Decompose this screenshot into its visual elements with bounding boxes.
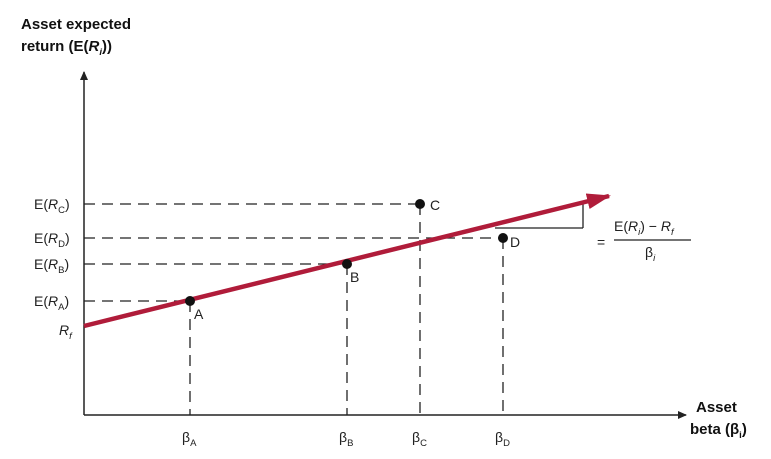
formula-numerator: E(Ri) − Rf <box>614 218 675 238</box>
point-b-label: B <box>350 269 359 285</box>
x-axis-title-line1: Asset <box>696 399 737 416</box>
point-a-label: A <box>194 306 204 322</box>
y-label-rd: E(RD) <box>34 230 70 250</box>
x-axis-title-line2: beta (βi) <box>690 421 747 441</box>
x-label-beta-d: βD <box>495 429 510 449</box>
point-a-dot <box>185 296 195 306</box>
y-label-rc: E(RC) <box>34 196 70 216</box>
y-label-ra: E(RA) <box>34 293 69 313</box>
formula-equals: = <box>597 234 605 250</box>
y-axis-title-line2: return (E(Ri)) <box>21 38 112 58</box>
x-label-beta-a: βA <box>182 429 197 449</box>
y-label-rf: Rf <box>59 322 73 342</box>
point-c-label: C <box>430 197 440 213</box>
point-c-dot <box>415 199 425 209</box>
point-b-dot <box>342 259 352 269</box>
y-axis-title-line1: Asset expected <box>21 16 131 33</box>
x-label-beta-b: βB <box>339 429 353 449</box>
x-label-beta-c: βC <box>412 429 427 449</box>
formula-denominator: βi <box>645 244 656 264</box>
y-label-rb: E(RB) <box>34 256 69 276</box>
point-d-dot <box>498 233 508 243</box>
point-d-label: D <box>510 234 520 250</box>
